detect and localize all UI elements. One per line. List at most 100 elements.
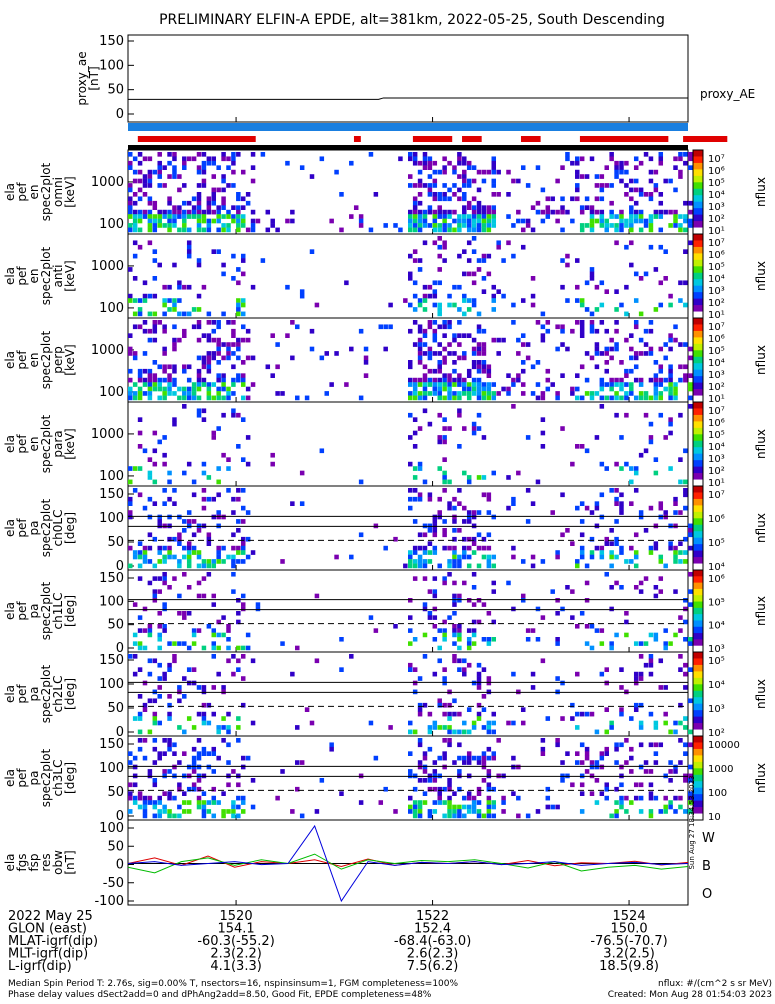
spec-pixel <box>344 280 349 286</box>
spec-pixel <box>290 809 295 814</box>
spec-pixel <box>201 751 207 756</box>
spec-pixel <box>579 209 585 215</box>
spec-pixel <box>437 658 442 664</box>
cbar-cell-pa_ch1-9 <box>693 626 703 634</box>
spec-pixel <box>653 457 659 462</box>
spec-pixel <box>457 804 462 810</box>
ylabel-fgs-2: fsp <box>27 853 41 871</box>
spec-pixel <box>314 302 320 308</box>
spec-pixel <box>486 382 492 387</box>
cbar-cell-en_para-3 <box>693 421 703 429</box>
spec-pixel <box>633 209 639 215</box>
spec-pixel <box>648 178 654 184</box>
spec-pixel <box>368 720 374 726</box>
ylabel-en_anti-4: anti <box>51 265 65 288</box>
spec-pixel <box>575 258 580 263</box>
spec-pixel <box>128 791 133 796</box>
spec-pixel <box>599 223 605 228</box>
cbar-cell-pa_ch1-6 <box>693 607 703 615</box>
spec-pixel <box>152 448 158 454</box>
footer-value-1-2: 150.0 <box>610 922 647 937</box>
spec-pixel <box>186 364 192 370</box>
spec-pixel <box>373 192 379 197</box>
spec-pixel <box>688 791 693 796</box>
spec-pixel <box>216 386 221 392</box>
spec-pixel <box>432 593 438 599</box>
spec-pixel <box>226 658 231 664</box>
ytick-label-proxy_ae-1: 100 <box>99 58 124 73</box>
spec-pixel <box>486 809 492 814</box>
spec-pixel <box>491 751 497 756</box>
spec-pixel <box>589 554 595 560</box>
spec-pixel <box>378 324 384 330</box>
spec-pixel <box>236 355 241 361</box>
spec-pixel <box>648 662 654 668</box>
spec-pixel <box>201 209 207 215</box>
spec-pixel <box>186 391 192 396</box>
spec-pixel <box>290 209 295 215</box>
spec-pixel <box>683 778 688 783</box>
spec-pixel <box>240 702 246 708</box>
footer-label-0: 2022 May 25 <box>8 909 93 924</box>
ytick-label-en_perp-0: 1000 <box>91 343 124 358</box>
ytick-label-en_anti-1: 100 <box>99 301 124 316</box>
spec-pixel <box>162 804 167 810</box>
spec-pixel <box>412 342 418 347</box>
ylabel-pa_ch1-1: pef <box>15 601 29 621</box>
spec-pixel <box>167 479 172 485</box>
spec-pixel <box>471 218 477 224</box>
spec-pixel <box>466 804 472 810</box>
ytick-label-pa_ch3-1: 100 <box>99 761 124 776</box>
spec-pixel <box>236 192 241 197</box>
spec-pixel <box>432 528 438 533</box>
spec-pixel <box>511 302 516 308</box>
spec-pixel <box>412 223 418 228</box>
spec-pixel <box>663 435 668 440</box>
spec-pixel <box>579 742 585 748</box>
spec-pixel <box>236 559 241 564</box>
spec-pixel <box>417 563 423 569</box>
ylabel-pa_ch2-3: spec2plot <box>39 664 53 723</box>
spec-pixel <box>525 519 531 524</box>
spec-pixel <box>560 209 565 215</box>
spec-pixel <box>196 786 202 792</box>
spec-pixel <box>162 559 167 564</box>
fgs-side-label-1: B <box>702 859 711 874</box>
spec-pixel <box>290 218 295 224</box>
spec-pixel <box>182 311 187 317</box>
spec-pixel <box>226 554 231 560</box>
spec-pixel <box>186 786 192 792</box>
spec-pixel <box>570 782 575 788</box>
spec-pixel <box>157 320 162 325</box>
spec-pixel <box>643 223 649 228</box>
spec-pixel <box>471 795 477 801</box>
red-segment-2 <box>412 136 453 142</box>
spec-pixel <box>182 615 187 620</box>
spec-pixel <box>457 391 462 396</box>
spec-pixel <box>432 183 438 188</box>
spec-pixel <box>442 813 447 819</box>
spec-pixel <box>476 791 482 796</box>
spec-pixel <box>466 795 472 801</box>
spec-pixel <box>540 209 546 215</box>
spec-pixel <box>525 223 531 228</box>
spec-pixel <box>466 240 472 246</box>
spec-pixel <box>432 720 438 726</box>
footer-value-0-1: 1522 <box>416 909 449 924</box>
spec-pixel <box>609 337 614 343</box>
spec-pixel <box>466 707 472 712</box>
spec-pixel <box>452 698 457 704</box>
cbar-cell-en_omni-3 <box>693 169 703 177</box>
spec-pixel <box>152 711 158 717</box>
spec-pixel <box>152 218 158 224</box>
spec-pixel <box>540 417 546 422</box>
spec-pixel <box>137 550 143 555</box>
spec-pixel <box>417 324 423 330</box>
cbar-tick-en_perp-2: 10⁵ <box>708 346 725 357</box>
spec-pixel <box>167 585 172 590</box>
spec-pixel <box>619 435 624 440</box>
spec-pixel <box>408 174 413 179</box>
spec-pixel <box>638 725 644 730</box>
spec-pixel <box>604 227 609 233</box>
